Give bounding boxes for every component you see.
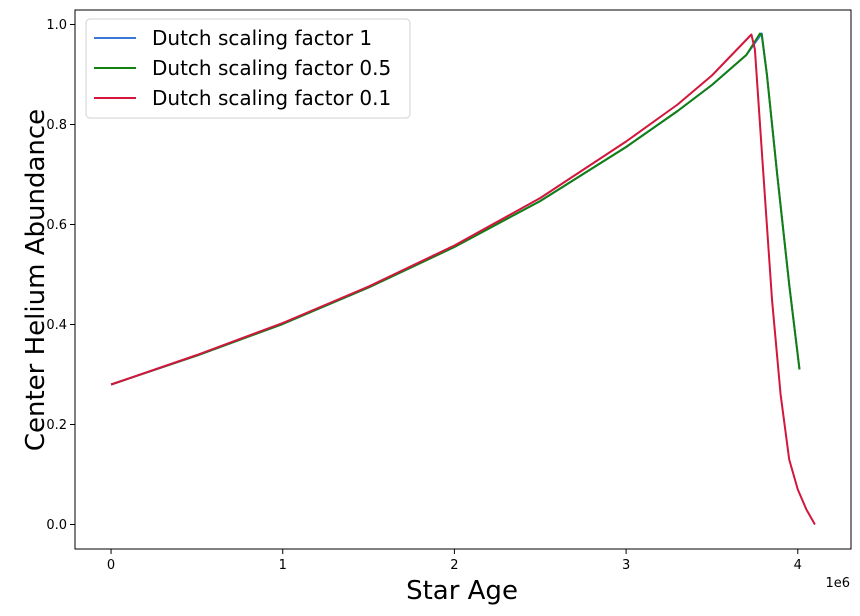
y-tick-label: 0.2	[46, 418, 67, 433]
x-axis-label: Star Age	[406, 576, 518, 606]
x-tick-label: 3	[622, 558, 630, 573]
x-tick-label: 0	[107, 558, 115, 573]
y-axis-ticks: 0.0 0.2 0.4 0.6 0.8 1.0	[46, 18, 75, 533]
y-tick-label: 1.0	[46, 18, 67, 33]
y-tick-label: 0.8	[46, 118, 67, 133]
x-tick-label: 2	[450, 558, 458, 573]
x-tick-label: 4	[794, 558, 802, 573]
y-tick-label: 0.0	[46, 518, 67, 533]
x-axis-ticks: 0 1 2 3 4	[107, 549, 802, 573]
x-tick-label: 1	[279, 558, 287, 573]
legend-label: Dutch scaling factor 0.1	[152, 86, 391, 110]
x-axis-offset-label: 1e6	[825, 576, 850, 591]
legend: Dutch scaling factor 1 Dutch scaling fact…	[85, 18, 411, 119]
series-line-3	[110, 33, 816, 525]
y-axis-label: Center Helium Abundance	[21, 109, 51, 451]
legend-box	[85, 18, 411, 119]
legend-label: Dutch scaling factor 0.5	[152, 56, 391, 80]
y-tick-label: 0.6	[46, 218, 67, 233]
plot-frame	[74, 9, 852, 550]
legend-label: Dutch scaling factor 1	[152, 26, 372, 50]
series-lines	[110, 32, 816, 525]
y-tick-label: 0.4	[46, 318, 67, 333]
